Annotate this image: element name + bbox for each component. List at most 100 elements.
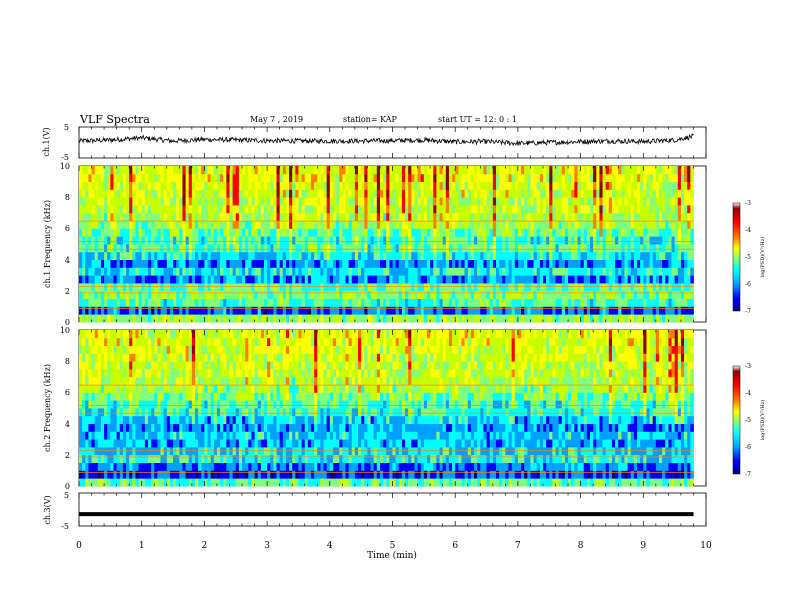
spectrogram-cell bbox=[583, 478, 588, 487]
spectrogram-cell bbox=[458, 173, 462, 182]
spectrogram-cell bbox=[464, 166, 469, 175]
spectrogram-cell bbox=[658, 298, 663, 307]
spectrogram-cell bbox=[417, 166, 422, 175]
spectrogram-cell bbox=[530, 267, 534, 276]
spectrogram-cell bbox=[257, 298, 262, 307]
spectrogram-cell bbox=[376, 189, 381, 198]
spectrogram-cell bbox=[289, 189, 293, 198]
spectrogram-cell bbox=[652, 290, 657, 299]
spectrogram-cell bbox=[185, 298, 190, 307]
spectrogram-cell bbox=[467, 181, 472, 190]
spectrogram-cell bbox=[586, 205, 591, 214]
spectrogram-cell bbox=[436, 314, 440, 323]
spectrogram-cell bbox=[342, 462, 346, 471]
spectrogram-cell bbox=[627, 267, 632, 276]
spectrogram-cell bbox=[358, 454, 362, 463]
spectrogram-cell bbox=[285, 267, 290, 276]
spectrogram-cell bbox=[530, 236, 534, 245]
spectrogram-cell bbox=[358, 298, 362, 307]
spectrogram-cell bbox=[405, 205, 409, 214]
spectrogram-cell bbox=[433, 220, 437, 229]
spectrogram-cell bbox=[564, 306, 569, 315]
spectrogram-cell bbox=[226, 306, 230, 315]
spectrogram-cell bbox=[301, 197, 306, 206]
spectrogram-cell bbox=[680, 314, 685, 323]
spectrogram-cell bbox=[417, 478, 422, 487]
spectrogram-cell bbox=[618, 236, 622, 245]
spectrogram-cell bbox=[677, 181, 682, 190]
spectrogram-cell bbox=[599, 259, 603, 268]
spectrogram-cell bbox=[499, 212, 503, 221]
spectrogram-cell bbox=[649, 275, 654, 284]
spectrogram-cell bbox=[232, 267, 237, 276]
spectrogram-cell bbox=[411, 275, 415, 284]
spectrogram-cell bbox=[495, 306, 500, 315]
spectrogram-cell bbox=[392, 470, 397, 479]
spectrogram-cell bbox=[361, 244, 365, 253]
spectrogram-cell bbox=[508, 166, 513, 175]
spectrogram-cell bbox=[198, 454, 202, 463]
spectrogram-cell bbox=[160, 306, 165, 315]
spectrogram-cell bbox=[370, 181, 375, 190]
spectrogram-cell bbox=[671, 181, 676, 190]
spectrogram-cell bbox=[536, 251, 541, 260]
spectrogram-cell bbox=[169, 205, 174, 214]
spectrogram-cell bbox=[273, 236, 277, 245]
spectrogram-cell bbox=[655, 251, 660, 260]
spectrogram-cell bbox=[151, 275, 155, 284]
spectrogram-cell bbox=[367, 314, 371, 323]
spectrogram-cell bbox=[430, 454, 434, 463]
spectrogram-cell bbox=[489, 236, 494, 245]
spectrogram-cell bbox=[577, 298, 582, 307]
spectrogram-cell bbox=[82, 173, 86, 182]
spectrogram-cell bbox=[495, 275, 500, 284]
spectrogram-cell bbox=[517, 290, 522, 299]
spectrogram-cell bbox=[91, 259, 96, 268]
spectrogram-cell bbox=[304, 470, 309, 479]
spectrogram-cell bbox=[85, 290, 89, 299]
spectrogram-cell bbox=[542, 259, 547, 268]
spectrogram-cell bbox=[646, 251, 650, 260]
spectrogram-cell bbox=[677, 173, 682, 182]
spectrogram-cell bbox=[389, 166, 393, 175]
spectrogram-cell bbox=[345, 166, 350, 175]
spectrogram-cell bbox=[411, 181, 415, 190]
spectrogram-cell bbox=[586, 290, 591, 299]
spectrogram-cell bbox=[615, 228, 619, 237]
spectrogram-cell bbox=[439, 228, 444, 237]
spectrogram-cell bbox=[298, 478, 302, 487]
spectrogram-cell bbox=[505, 251, 509, 260]
spectrogram-cell bbox=[662, 306, 666, 315]
spectrogram-cell bbox=[379, 181, 384, 190]
spectrogram-cell bbox=[213, 228, 218, 237]
spectrogram-cell bbox=[267, 197, 271, 206]
spectrogram-cell bbox=[289, 220, 293, 229]
spectrogram-cell bbox=[605, 212, 610, 221]
spectrogram-cell bbox=[401, 173, 406, 182]
spectrogram-cell bbox=[577, 314, 582, 323]
spectrogram-cell bbox=[420, 173, 425, 182]
spectrogram-cell bbox=[79, 228, 83, 237]
spectrogram-cell bbox=[411, 197, 415, 206]
spectrogram-cell bbox=[151, 290, 155, 299]
spectrogram-cell bbox=[94, 275, 99, 284]
spectrogram-cell bbox=[157, 259, 161, 268]
spectrogram-cell bbox=[276, 181, 281, 190]
spectrogram-cell bbox=[310, 275, 315, 284]
spectrogram-cell bbox=[552, 251, 556, 260]
spectrogram-cell bbox=[113, 205, 118, 214]
spectrogram-cell bbox=[210, 251, 215, 260]
spectrogram-cell bbox=[370, 197, 375, 206]
spectrogram-cell bbox=[144, 259, 149, 268]
spectrogram-cell bbox=[304, 454, 309, 463]
spectrogram-cell bbox=[207, 454, 212, 463]
spectrogram-cell bbox=[326, 259, 331, 268]
spectrogram-cell bbox=[495, 470, 500, 479]
spectrogram-cell bbox=[116, 314, 121, 323]
spectrogram-cell bbox=[232, 244, 237, 253]
spectrogram-cell bbox=[254, 236, 259, 245]
spectrogram-cell bbox=[555, 181, 560, 190]
spectrogram-cell bbox=[426, 228, 431, 237]
spectrogram-cell bbox=[577, 454, 582, 463]
spectrogram-cell bbox=[301, 306, 306, 315]
